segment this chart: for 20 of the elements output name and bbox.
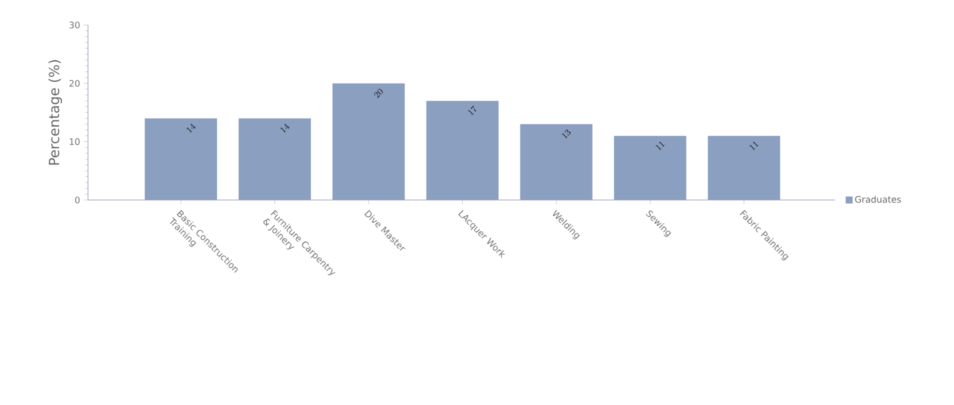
y-tick-label: 20 <box>69 80 80 87</box>
bar <box>708 136 780 200</box>
data-label: 17 <box>468 106 476 116</box>
data-label: 11 <box>749 142 759 150</box>
data-label: 11 <box>656 142 665 150</box>
data-label: 14 <box>280 124 290 133</box>
bar <box>238 118 311 200</box>
y-tick-label: 10 <box>70 138 80 146</box>
bar <box>332 83 405 200</box>
legend-label: Graduates <box>855 196 901 203</box>
bar <box>144 118 218 200</box>
bar <box>520 124 592 200</box>
y-axis-title: Percentage (%) <box>48 60 62 165</box>
bar <box>426 100 499 200</box>
bar <box>614 136 686 200</box>
data-label: 20 <box>374 88 383 98</box>
data-label: 13 <box>562 130 571 139</box>
y-tick-label: 30 <box>70 22 80 28</box>
y-tick-label: 0 <box>75 196 80 204</box>
data-label: 14 <box>186 124 196 133</box>
